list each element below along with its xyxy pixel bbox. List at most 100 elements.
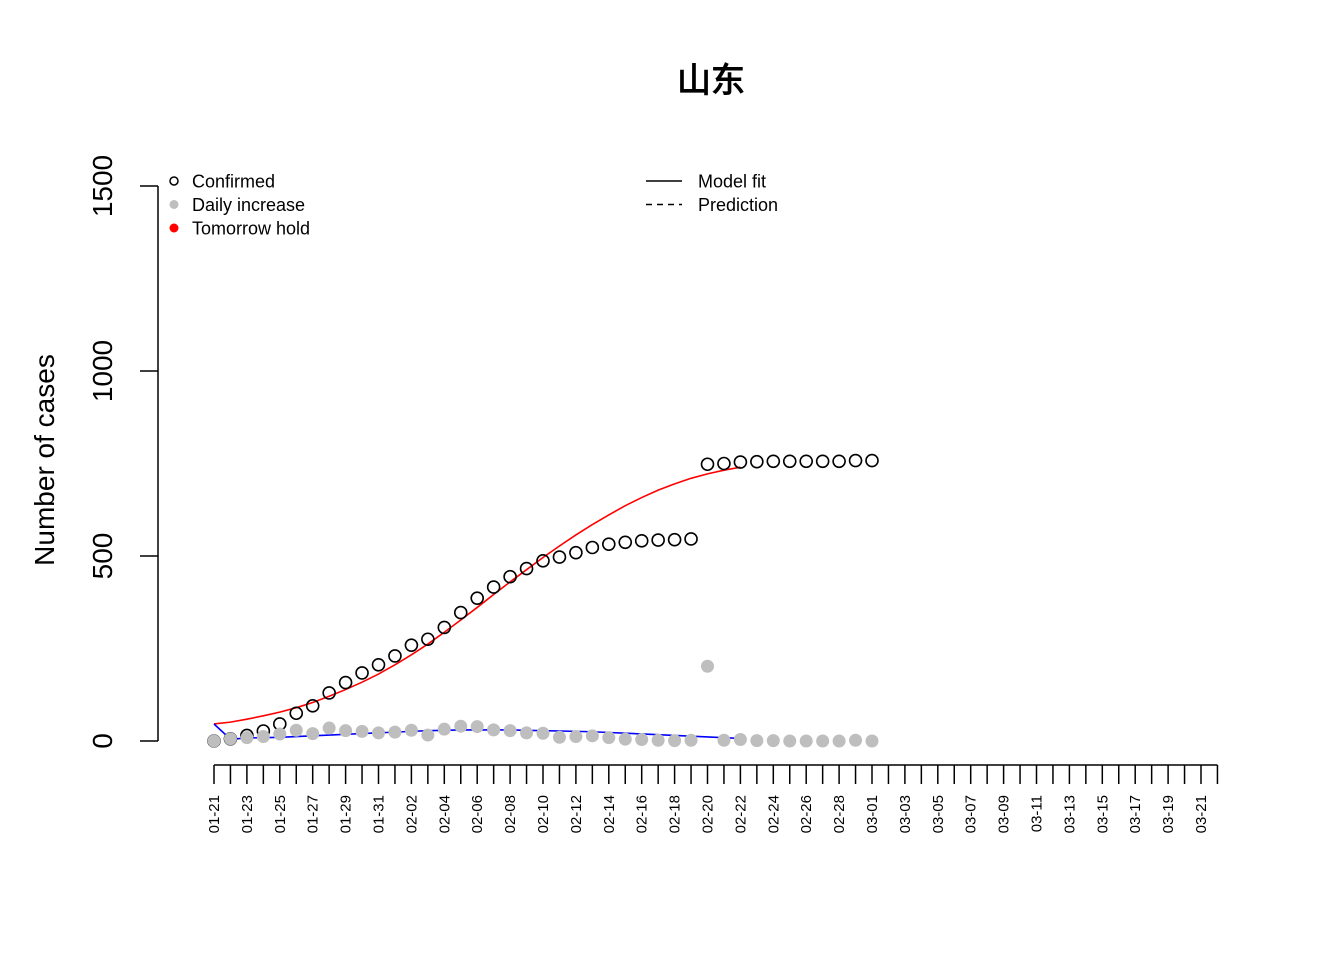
confirmed-point	[552, 550, 567, 564]
daily-increase-point	[816, 734, 830, 748]
x-tick-label: 03-07	[963, 795, 980, 833]
daily-increase-point	[602, 731, 616, 745]
daily-increase-point	[849, 733, 863, 747]
x-tick-label: 01-25	[272, 795, 289, 833]
confirmed-point	[782, 454, 797, 469]
daily-increase-point	[273, 727, 287, 741]
confirmed-point	[717, 456, 731, 471]
confirmed-point	[322, 686, 336, 700]
daily-increase-point	[470, 720, 484, 734]
daily-increase-point	[207, 734, 221, 748]
series-line	[213, 466, 741, 725]
legend-label: Model fit	[698, 172, 766, 192]
daily-increase-point	[750, 734, 764, 748]
x-tick-label: 02-24	[765, 795, 782, 833]
confirmed-point	[585, 540, 600, 555]
daily-increase-point	[520, 726, 534, 740]
x-tick-label: 02-08	[502, 795, 519, 833]
x-tick-label: 03-11	[1029, 795, 1046, 832]
legend-marker	[169, 176, 179, 186]
daily-increase-point	[487, 723, 501, 737]
confirmed-point	[618, 535, 633, 550]
x-tick-label: 02-20	[700, 795, 717, 833]
confirmed-point	[651, 533, 665, 547]
confirmed-point	[832, 454, 846, 469]
legend-label: Tomorrow hold	[192, 219, 310, 239]
daily-increase-point	[552, 730, 566, 744]
x-tick-label: 02-18	[667, 795, 684, 833]
x-tick-label: 02-22	[732, 795, 749, 833]
confirmed-point	[338, 675, 353, 690]
confirmed-point	[503, 569, 517, 584]
daily-increase-point	[766, 734, 780, 748]
x-tick-label: 02-14	[601, 795, 618, 833]
legend-markers: Confirmed Daily increase Tomorrow hold	[169, 172, 310, 239]
confirmed-point	[305, 699, 320, 713]
y-axis: 0 500 1000 1500	[87, 155, 159, 749]
x-tick-label: 03-01	[864, 795, 881, 833]
x-tick-label: 01-29	[338, 795, 355, 833]
confirmed-point	[404, 638, 419, 652]
y-tick-label: 1500	[87, 155, 118, 217]
daily-increase-point	[355, 724, 369, 738]
legend-lines: Model fit Prediction	[646, 172, 778, 215]
confirmed-point	[437, 620, 452, 635]
y-tick-label: 500	[87, 533, 118, 580]
daily-increase-point	[733, 733, 747, 747]
confirmed-point	[536, 554, 550, 568]
confirmed-point	[815, 454, 830, 469]
x-tick-label: 02-10	[535, 795, 552, 833]
model-lines	[213, 466, 741, 740]
x-tick-label: 03-13	[1061, 795, 1078, 833]
confirmed-point	[700, 457, 715, 472]
x-tick-label: 01-21	[206, 795, 223, 833]
confirmed-point	[388, 649, 402, 663]
daily-increase-point	[701, 659, 714, 673]
x-axis: 01-21 01-23 01-25 01-27 01-29 01-31 02-02 02-04…	[206, 764, 1219, 833]
x-tick-label: 02-02	[403, 795, 420, 833]
x-tick-label: 02-28	[831, 795, 848, 833]
daily-increase-point	[717, 733, 731, 747]
legend-label: Confirmed	[192, 172, 275, 192]
x-tick-label: 02-16	[634, 795, 651, 833]
x-tick-label: 02-12	[568, 795, 585, 833]
y-tick-label: 1000	[87, 340, 118, 402]
legend-label: Daily increase	[192, 195, 305, 215]
daily-increase-point	[437, 722, 451, 736]
daily-increase-point	[503, 724, 517, 738]
daily-increase-point	[306, 727, 320, 741]
daily-increase-point	[388, 725, 402, 739]
confirmed-point	[486, 580, 501, 594]
confirmed-point	[750, 454, 764, 469]
confirmed-point	[799, 454, 814, 469]
confirmed-point	[519, 561, 534, 576]
daily-increase-point	[651, 733, 665, 747]
confirmed-point	[569, 545, 583, 560]
confirmed-point	[355, 666, 369, 680]
daily-increase-point	[585, 729, 599, 743]
daily-increase-point	[783, 734, 797, 748]
x-tick-label: 01-23	[239, 795, 256, 833]
x-tick-label: 02-26	[798, 795, 815, 833]
daily-increase-point	[289, 723, 303, 737]
daily-increase-point	[454, 719, 468, 733]
x-tick-label: 01-27	[305, 795, 322, 833]
confirmed-point	[421, 632, 435, 647]
daily-increase-point	[404, 723, 418, 737]
daily-increase-point	[322, 721, 336, 735]
daily-increase-point	[618, 732, 632, 746]
daily-increase-point	[223, 732, 237, 746]
daily-increase-point	[832, 734, 846, 748]
confirmed-point	[848, 453, 863, 468]
daily-increase-point	[536, 726, 550, 740]
x-tick-label: 03-15	[1094, 795, 1111, 833]
confirmed-point	[371, 657, 386, 672]
y-axis-label: Number of cases	[29, 354, 60, 566]
x-tick-label: 03-09	[996, 795, 1013, 833]
daily-increase-point	[635, 733, 649, 747]
daily-increase-point	[684, 733, 698, 747]
x-tick-label: 03-03	[897, 795, 914, 833]
confirmed-point	[453, 605, 468, 620]
chart-title: 山东	[677, 61, 745, 101]
